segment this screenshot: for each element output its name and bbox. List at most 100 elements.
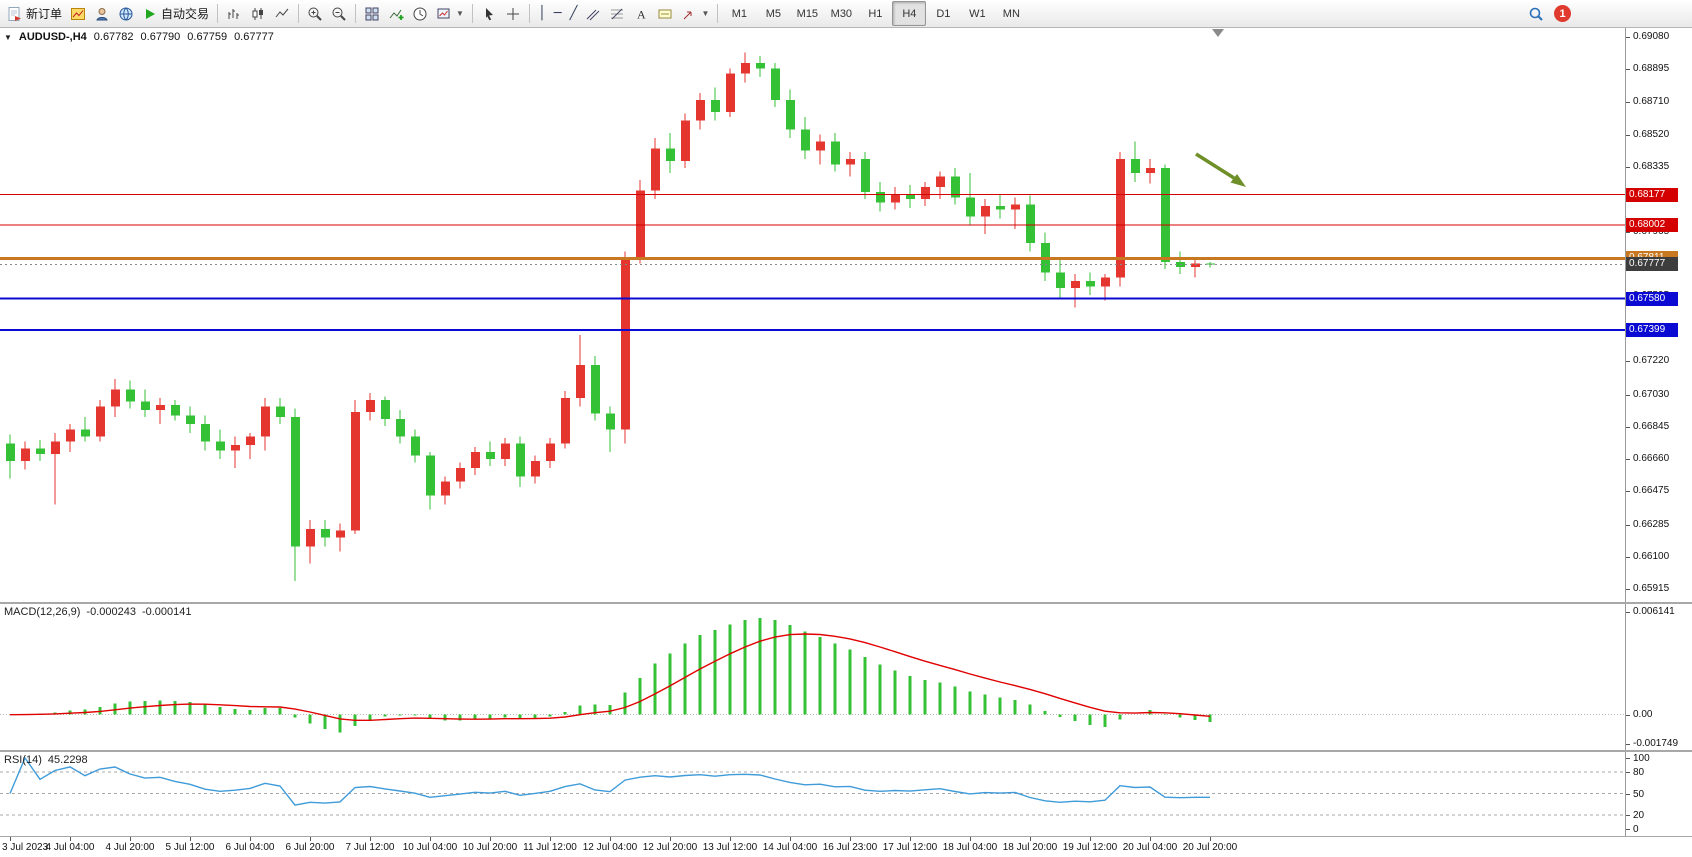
price-tick-label: 0.68520 — [1633, 128, 1670, 140]
price-tick-label: 0.66475 — [1633, 485, 1670, 497]
time-tick — [910, 837, 911, 841]
macd-tick-label: 0.006141 — [1633, 606, 1675, 617]
text-label-icon — [658, 9, 672, 18]
timeframe-button-m5[interactable]: M5 — [765, 7, 781, 20]
macd-axis[interactable]: 0.006141 0.00 -0.001749 — [1625, 604, 1692, 750]
text-label-button[interactable] — [653, 1, 677, 26]
macd-tick — [1626, 714, 1630, 716]
time-tick — [730, 837, 731, 841]
equidistant-channel-icon — [587, 9, 600, 20]
history-center-button[interactable] — [408, 1, 432, 26]
timeframe-button-d1[interactable]: D1 — [936, 7, 951, 20]
rsi-tick — [1626, 829, 1630, 830]
trendline-button[interactable]: ╱ — [566, 1, 582, 26]
price-axis[interactable]: 0.69080 0.68895 0.68710 0.68520 0.68335 0.681… — [1625, 28, 1692, 602]
trend-arrow-annotation[interactable] — [1195, 152, 1246, 187]
indicators-button[interactable] — [384, 1, 408, 26]
timeframe-button-mn[interactable]: MN — [1002, 7, 1020, 20]
zoom-out-button[interactable] — [327, 1, 351, 26]
rsi-axis[interactable]: 100 80 50 20 0 — [1625, 752, 1692, 836]
time-label: 10 Jul 20:00 — [462, 842, 518, 853]
time-tick — [490, 837, 491, 841]
time-tick — [1150, 837, 1151, 841]
chart-shift-marker[interactable] — [1212, 29, 1224, 37]
price-tick — [1626, 231, 1630, 233]
new-order-button[interactable]: 新订单 — [3, 1, 66, 26]
toolbar-separator — [298, 4, 300, 23]
price-tick-label: 0.66845 — [1633, 420, 1670, 432]
horizontal-lines[interactable] — [0, 194, 1626, 332]
search-icon — [1529, 7, 1543, 21]
vertical-line-icon: │ — [537, 6, 546, 21]
price-tick-label: 0.66285 — [1633, 518, 1670, 530]
community-button[interactable] — [114, 1, 138, 26]
time-label: 6 Jul 20:00 — [285, 842, 335, 853]
macd-tick — [1626, 744, 1630, 745]
one-click-trading-toggle[interactable]: ▼ — [4, 32, 12, 42]
hline-price-tag[interactable]: 0.68177 — [1626, 187, 1678, 202]
price-tick-label: 0.68895 — [1633, 63, 1670, 75]
rsi-tick-label: 100 — [1633, 753, 1650, 764]
price-tick-label: 0.67220 — [1633, 355, 1670, 367]
toolbar-separator — [717, 4, 719, 23]
templates-button[interactable]: ▼ — [432, 1, 468, 26]
hline-price-tag[interactable]: 0.67580 — [1626, 291, 1678, 306]
main-chart-svg[interactable] — [0, 28, 1626, 600]
charts-button[interactable] — [66, 1, 90, 26]
text-button[interactable]: A — [629, 1, 653, 26]
search-button[interactable] — [1524, 1, 1548, 26]
timeframe-button-w1[interactable]: W1 — [969, 7, 986, 20]
trendline-icon: ╱ — [569, 6, 578, 21]
candlestick-chart-icon — [252, 7, 264, 20]
arrow-objects-icon — [684, 11, 692, 19]
macd-histogram — [23, 618, 1212, 733]
channel-button[interactable] — [581, 1, 605, 26]
timeframe-button-h1[interactable]: H1 — [868, 7, 883, 20]
autotrading-button[interactable]: 自动交易 — [138, 1, 213, 26]
rsi-tick-label: 20 — [1633, 809, 1645, 821]
time-axis[interactable]: 3 Jul 2023 4 Jul 04:00 4 Jul 20:00 5 Jul 12… — [0, 837, 1692, 857]
chart-header: ▼ AUDUSD-,H4 0.67782 0.67790 0.67759 0.6… — [4, 31, 274, 43]
bar-chart-button[interactable] — [222, 1, 246, 26]
macd-header: MACD(12,26,9) -0.000243 -0.000141 — [4, 606, 192, 618]
ohlc-close: 0.67777 — [234, 31, 274, 43]
line-chart-button[interactable] — [270, 1, 294, 26]
horizontal-line-button[interactable]: ─ — [550, 1, 566, 26]
crosshair-button[interactable] — [501, 1, 525, 26]
zoom-out-icon — [332, 7, 346, 21]
time-label: 13 Jul 12:00 — [702, 842, 758, 853]
support-button[interactable] — [90, 1, 114, 26]
time-label: 12 Jul 20:00 — [642, 842, 698, 853]
cursor-button[interactable] — [477, 1, 501, 26]
timeframe-button-h4[interactable]: H4 — [892, 1, 927, 26]
timeframe-button-m1[interactable]: M1 — [731, 7, 747, 20]
clock-icon — [413, 7, 427, 20]
time-tick — [550, 837, 551, 841]
rsi-tick — [1626, 814, 1630, 816]
hline-price-tag[interactable]: 0.67399 — [1626, 323, 1678, 338]
timeframe-button-m15[interactable]: M15 — [796, 7, 819, 20]
autotrading-label: 自动交易 — [161, 7, 210, 21]
arrows-button[interactable]: ▼ — [677, 1, 713, 26]
price-tick — [1626, 589, 1630, 590]
rsi-tick-label: 0 — [1633, 824, 1639, 835]
candlestick-chart-button[interactable] — [246, 1, 270, 26]
new-order-icon — [8, 6, 21, 21]
fibonacci-button[interactable] — [605, 1, 629, 26]
timeframe-button-m30[interactable]: M30 — [830, 7, 853, 20]
price-tick — [1626, 37, 1630, 38]
autotrading-play-icon — [146, 8, 156, 19]
notification-badge[interactable]: 1 — [1554, 5, 1571, 22]
fibonacci-retracement-icon — [611, 8, 624, 19]
rsi-tick-label: 80 — [1633, 767, 1645, 779]
zoom-in-icon — [308, 7, 322, 21]
chevron-down-icon: ▼ — [456, 9, 464, 18]
hline-price-tag[interactable]: 0.68002 — [1626, 218, 1678, 232]
vertical-line-button[interactable]: │ — [534, 1, 550, 26]
zoom-in-button[interactable] — [303, 1, 327, 26]
tile-windows-button[interactable] — [360, 1, 384, 26]
time-label: 16 Jul 23:00 — [822, 842, 878, 853]
rsi-levels — [0, 771, 1626, 816]
price-tick-label: 0.68335 — [1633, 160, 1670, 172]
